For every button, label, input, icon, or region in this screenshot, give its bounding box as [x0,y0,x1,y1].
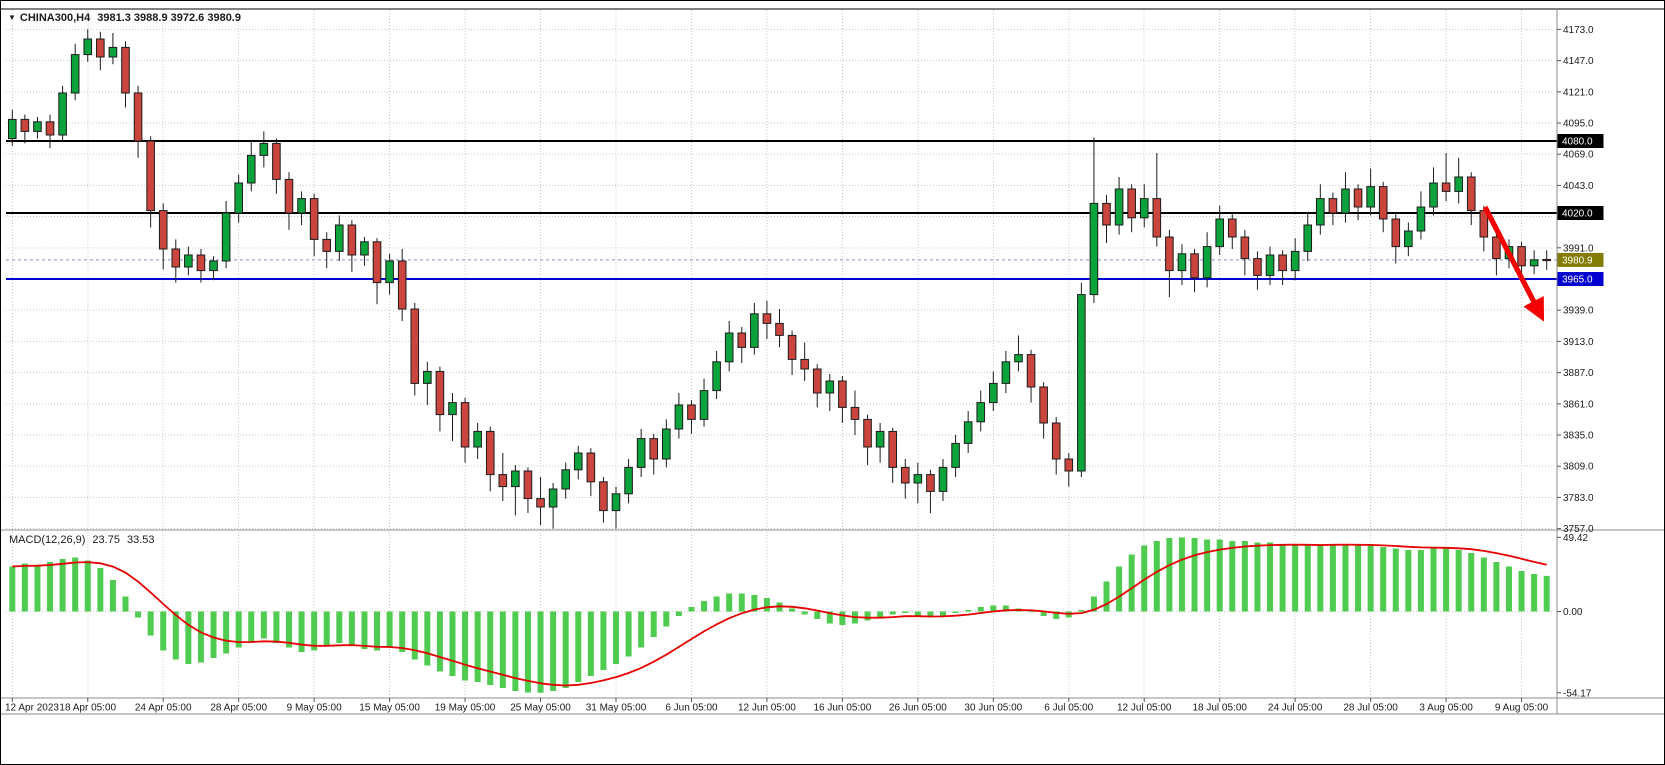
svg-text:4020.0: 4020.0 [1562,209,1593,220]
macd-indicator-label: MACD(12,26,9) 23.75 33.53 [9,534,154,546]
svg-text:28 Apr 05:00: 28 Apr 05:00 [210,703,267,714]
macd-histogram [9,537,1550,693]
svg-text:30 Jun 05:00: 30 Jun 05:00 [964,703,1022,714]
svg-text:3 Aug 05:00: 3 Aug 05:00 [1419,703,1473,714]
macd-name: MACD(12,26,9) [9,534,86,546]
chart-title: ▼ CHINA300,H4 3981.3 3988.9 3972.6 3980.9 [8,12,241,24]
svg-text:3980.9: 3980.9 [1562,255,1593,266]
svg-text:0.00: 0.00 [1563,607,1583,618]
current-price-badge: 3980.9 [1557,252,1604,267]
svg-text:4043.0: 4043.0 [1563,181,1594,192]
svg-text:3887.0: 3887.0 [1563,368,1594,379]
svg-text:3783.0: 3783.0 [1563,493,1594,504]
svg-text:15 May 05:00: 15 May 05:00 [359,703,420,714]
svg-text:16 Jun 05:00: 16 Jun 05:00 [813,703,871,714]
chart-frame [1,8,1664,715]
macd-main-value: 23.75 [92,534,120,546]
macd-axis-labels: 49.42 0.00 -54.17 [1557,533,1592,699]
svg-text:19 May 05:00: 19 May 05:00 [435,703,496,714]
svg-text:18 Apr 05:00: 18 Apr 05:00 [59,703,116,714]
svg-text:9 May 05:00: 9 May 05:00 [287,703,342,714]
svg-text:49.42: 49.42 [1563,533,1588,544]
svg-text:12 Apr 2023: 12 Apr 2023 [5,703,59,714]
macd-signal-value: 33.53 [126,534,155,546]
svg-text:12 Jun 05:00: 12 Jun 05:00 [738,703,796,714]
price-badge-4020.0: 4020.0 [1557,206,1604,220]
svg-text:6 Jul 05:00: 6 Jul 05:00 [1044,703,1093,714]
svg-text:4147.0: 4147.0 [1563,56,1594,67]
symbol-dropdown-icon[interactable]: ▼ [8,13,16,22]
svg-text:4095.0: 4095.0 [1563,119,1594,130]
svg-text:6 Jun 05:00: 6 Jun 05:00 [665,703,718,714]
svg-text:12 Jul 05:00: 12 Jul 05:00 [1117,703,1172,714]
ohlc-values: 3981.3 3988.9 3972.6 3980.9 [97,12,241,24]
svg-text:24 Apr 05:00: 24 Apr 05:00 [135,703,192,714]
price-badge-4080.0: 4080.0 [1557,134,1604,148]
macd-signal-line [12,543,1547,687]
svg-text:9 Aug 05:00: 9 Aug 05:00 [1495,703,1549,714]
svg-text:4173.0: 4173.0 [1563,25,1594,36]
svg-text:4069.0: 4069.0 [1563,150,1594,161]
svg-text:4121.0: 4121.0 [1563,87,1594,98]
svg-text:3861.0: 3861.0 [1563,399,1594,410]
svg-text:4080.0: 4080.0 [1562,137,1593,148]
svg-text:3835.0: 3835.0 [1563,431,1594,442]
svg-text:3757.0: 3757.0 [1563,524,1594,535]
trend-arrow[interactable] [1482,205,1545,322]
svg-text:26 Jun 05:00: 26 Jun 05:00 [889,703,947,714]
svg-text:25 May 05:00: 25 May 05:00 [510,703,571,714]
symbol-label: CHINA300,H4 [19,12,91,24]
svg-text:3991.0: 3991.0 [1563,243,1594,254]
candlestick-series [7,29,1552,529]
svg-text:3965.0: 3965.0 [1562,275,1593,286]
svg-text:31 May 05:00: 31 May 05:00 [586,703,647,714]
svg-text:3913.0: 3913.0 [1563,337,1594,348]
svg-text:28 Jul 05:00: 28 Jul 05:00 [1343,703,1398,714]
svg-text:24 Jul 05:00: 24 Jul 05:00 [1268,703,1323,714]
date-axis-labels: 12 Apr 2023 18 Apr 05:00 24 Apr 05:00 28 Ap… [5,698,1549,714]
svg-text:-54.17: -54.17 [1563,688,1592,699]
price-badge-3965.0: 3965.0 [1557,272,1604,286]
svg-text:18 Jul 05:00: 18 Jul 05:00 [1192,703,1247,714]
svg-text:3939.0: 3939.0 [1563,306,1594,317]
svg-text:3809.0: 3809.0 [1563,462,1594,473]
